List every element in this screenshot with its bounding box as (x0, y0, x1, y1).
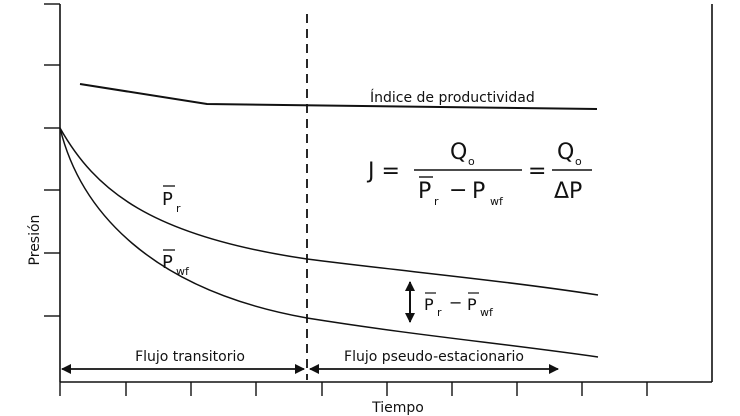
diff-minus: − (449, 293, 462, 312)
formula-den-p1-sub: r (434, 195, 439, 208)
formula-lhs: J = (366, 159, 400, 184)
formula-den-2: ΔP (554, 179, 582, 204)
pr-label-main: P (162, 189, 173, 210)
difference-label: P r − P wf (424, 292, 494, 319)
diff-p1: P (424, 295, 434, 314)
productivity-index-label: Índice de productividad (370, 89, 535, 106)
flowing-pressure-curve (59, 127, 599, 358)
formula-numerator-2: Q (557, 140, 574, 165)
x-axis-label: Tiempo (371, 400, 424, 416)
y-ticks (44, 3, 60, 317)
x-ticks (59, 382, 648, 396)
pseudo-steady-flow-label: Flujo pseudo-estacionario (344, 349, 524, 365)
y-axis-label: Presión (27, 215, 43, 266)
pwf-label-sub: wf (176, 265, 190, 278)
formula-numerator-2-sub: o (575, 155, 582, 168)
formula-den-minus: − (449, 178, 467, 203)
pwf-label: P wf (162, 249, 190, 278)
productivity-formula: J = Q o P r − P wf = Q o ΔP (366, 140, 592, 208)
formula-den-p1: P (418, 179, 431, 204)
average-pressure-curve (59, 127, 599, 296)
diff-p1-sub: r (437, 306, 442, 319)
productivity-index-line (79, 83, 598, 110)
pr-label: P r (162, 185, 181, 215)
formula-numerator-sub: o (468, 155, 475, 168)
pr-label-sub: r (176, 202, 181, 215)
formula-den-p2: P (472, 179, 485, 204)
diff-p2: P (467, 295, 477, 314)
pwf-label-main: P (162, 252, 173, 273)
formula-eq: = (528, 159, 546, 184)
diff-p2-sub: wf (480, 306, 494, 319)
formula-den-p2-sub: wf (490, 195, 504, 208)
formula-numerator: Q (450, 140, 467, 165)
transient-flow-label: Flujo transitorio (135, 349, 245, 365)
